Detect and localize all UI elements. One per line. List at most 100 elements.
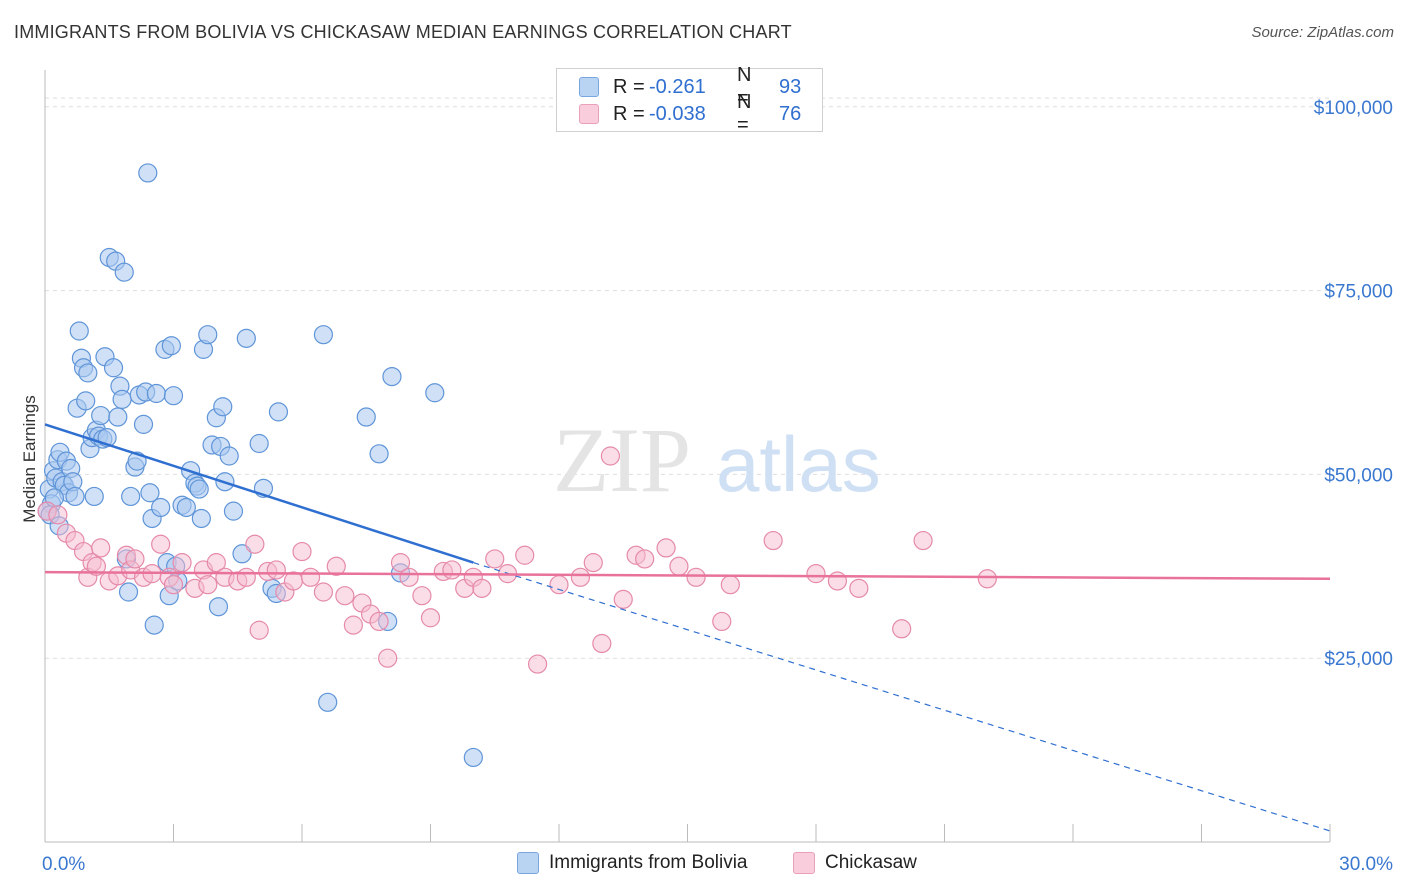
- bolivia-point: [208, 597, 229, 617]
- bolivia-trend-extension: [473, 562, 1331, 832]
- bolivia-point: [121, 486, 141, 507]
- series-chickasaw: [37, 446, 997, 674]
- chickasaw-point: [390, 553, 411, 573]
- bolivia-point: [249, 433, 269, 454]
- chickasaw-point: [326, 556, 346, 576]
- legend-swatch-pink: [579, 104, 599, 124]
- legend-n-label: N =: [737, 64, 752, 109]
- bolivia-point: [112, 389, 132, 409]
- bolivia-point: [151, 497, 171, 518]
- bolivia-point: [114, 262, 134, 282]
- bolivia-point: [268, 402, 289, 422]
- bolivia-point: [138, 163, 158, 183]
- legend-label-bolivia: Immigrants from Bolivia: [549, 852, 748, 873]
- x-tick-label: 0.0%: [42, 854, 85, 875]
- chickasaw-point: [420, 608, 441, 628]
- chickasaw-point: [763, 530, 783, 551]
- axes: [44, 70, 1331, 843]
- chickasaw-point: [849, 578, 869, 598]
- y-tick-labels: $25,000 $50,000 $75,000 $100,000: [1314, 98, 1393, 670]
- chickasaw-point: [236, 567, 256, 587]
- chickasaw-point: [412, 586, 432, 606]
- bolivia-point: [369, 444, 389, 464]
- chickasaw-point: [892, 619, 912, 639]
- y-axis-label: Median Earnings: [20, 395, 39, 523]
- bolivia-point: [144, 615, 164, 635]
- bolivia-point: [133, 414, 154, 434]
- legend-item-chickasaw: Chickasaw: [793, 852, 917, 874]
- y-tick-label: $100,000: [1314, 98, 1393, 119]
- bolivia-point: [318, 692, 338, 712]
- chickasaw-point: [300, 567, 321, 587]
- chickasaw-point: [378, 648, 398, 668]
- chickasaw-point: [827, 571, 848, 591]
- bolivia-point: [425, 383, 445, 403]
- bolivia-point: [161, 336, 181, 356]
- legend-swatch-blue: [579, 77, 599, 97]
- legend-r-label: R =: [613, 75, 645, 98]
- bolivia-point: [103, 358, 124, 378]
- chickasaw-point: [806, 564, 826, 584]
- bolivia-point: [69, 321, 89, 341]
- bolivia-point: [176, 497, 196, 518]
- legend-r-value: -0.038: [649, 102, 706, 125]
- chickasaw-point: [91, 538, 111, 558]
- x-tick-label: 30.0%: [1339, 854, 1393, 875]
- watermark: ZIP atlas: [553, 409, 881, 511]
- chickasaw-point: [125, 549, 145, 569]
- bolivia-point: [236, 328, 256, 348]
- chickasaw-point: [485, 549, 505, 569]
- bolivia-point: [356, 407, 376, 427]
- chickasaw-point: [686, 567, 706, 587]
- chickasaw-point: [527, 654, 548, 674]
- chickasaw-point: [592, 633, 612, 654]
- bolivia-point: [78, 363, 98, 383]
- bolivia-point: [140, 483, 160, 503]
- chickasaw-point: [712, 611, 732, 632]
- bolivia-point: [382, 366, 402, 387]
- chickasaw-point: [313, 582, 334, 602]
- chickasaw-point: [206, 553, 226, 573]
- bolivia-point: [463, 747, 483, 768]
- source-label: Source: ZipAtlas.com: [1251, 24, 1394, 41]
- legend-swatch-pink: [793, 852, 815, 874]
- legend-n-label: N =: [737, 91, 752, 136]
- watermark-zip: ZIP: [553, 409, 691, 511]
- legend-r-value: -0.261: [649, 75, 706, 98]
- bolivia-point: [219, 446, 239, 466]
- legend-row-bolivia: R = -0.261 N = 93: [579, 64, 802, 109]
- legend-n-value: 93: [779, 75, 802, 98]
- bolivia-point: [84, 486, 104, 507]
- chickasaw-point: [335, 586, 355, 606]
- bolivia-point: [163, 386, 184, 406]
- series-immigrants-from-bolivia: [37, 163, 483, 768]
- y-tick-label: $50,000: [1324, 465, 1393, 486]
- chickasaw-point: [913, 530, 933, 551]
- chickasaw-point: [86, 556, 107, 576]
- chickasaw-point: [613, 589, 633, 609]
- bolivia-point: [213, 397, 233, 417]
- chickasaw-point: [292, 541, 312, 562]
- watermark-atlas: atlas: [716, 420, 881, 508]
- chickasaw-point: [172, 553, 192, 573]
- chickasaw-point: [343, 615, 363, 635]
- chickasaw-point: [472, 578, 492, 598]
- bolivia-trend-line: [44, 423, 474, 564]
- chickasaw-trend-line: [44, 570, 1331, 581]
- bolivia-point: [189, 479, 209, 499]
- chickasaw-point: [977, 569, 997, 589]
- y-tick-label: $75,000: [1324, 282, 1393, 303]
- legend-row-chickasaw: R = -0.038 N = 76: [579, 91, 801, 136]
- chickasaw-point: [515, 545, 535, 565]
- legend-swatch-blue: [517, 852, 539, 874]
- bolivia-point: [232, 544, 252, 564]
- chickasaw-point: [442, 560, 462, 580]
- chickasaw-point: [163, 575, 184, 595]
- legend-label-chickasaw: Chickasaw: [825, 852, 917, 873]
- bolivia-point: [65, 486, 85, 507]
- bolivia-point: [118, 582, 139, 602]
- bolivia-point: [198, 325, 218, 345]
- bolivia-point: [76, 391, 96, 411]
- bolivia-point: [223, 501, 244, 521]
